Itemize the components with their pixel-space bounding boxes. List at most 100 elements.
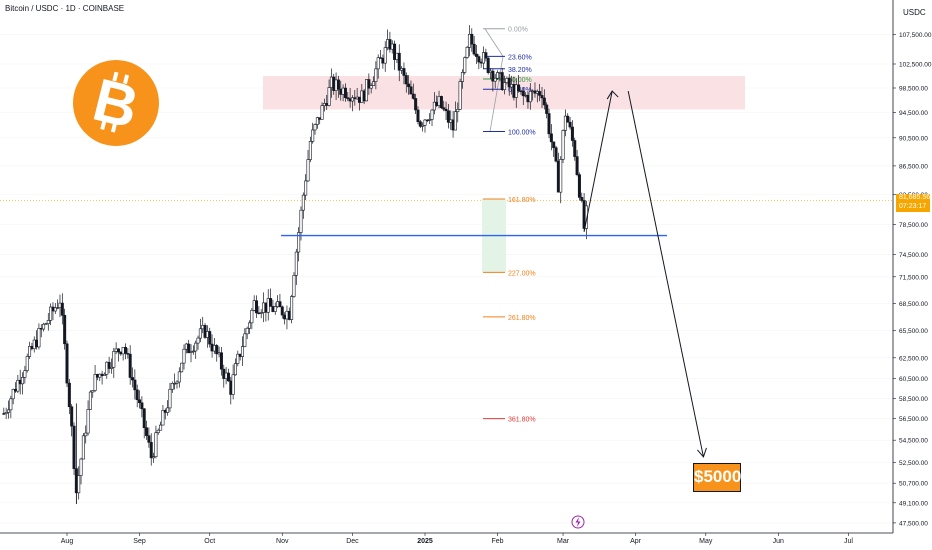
projection-up-arrowhead	[606, 90, 619, 100]
candle-body	[16, 379, 20, 392]
price-tick-label: 102,500.00	[899, 62, 932, 69]
candle-body	[21, 377, 25, 385]
candle-body	[507, 78, 511, 88]
candle-body	[245, 327, 249, 335]
candle-body	[49, 306, 53, 321]
time-tick-label: Mar	[557, 538, 570, 545]
price-tick-label: 47,500.00	[899, 520, 928, 527]
candle-body	[503, 82, 507, 91]
candle-body	[156, 429, 160, 433]
projection-up-arrow	[583, 90, 613, 232]
candle-body	[374, 68, 378, 82]
price-tick-label: 90,500.00	[899, 135, 928, 142]
candle-body	[568, 121, 572, 128]
candle-body	[301, 194, 305, 211]
candle-body	[404, 75, 408, 85]
candle-body	[458, 81, 462, 110]
candle-body	[311, 129, 315, 142]
candle-body	[521, 90, 525, 97]
candle-body	[460, 72, 464, 82]
candle-body	[93, 374, 97, 391]
candle-body	[161, 409, 165, 426]
candle-body	[549, 133, 553, 143]
candle-body	[142, 408, 146, 429]
candle-body	[131, 377, 135, 381]
candle-body	[383, 47, 387, 64]
candle-body	[397, 52, 401, 71]
candle-body	[70, 406, 74, 427]
candle-body	[255, 300, 259, 314]
candle-body	[407, 83, 411, 88]
fib-level-label: 261.80%	[508, 315, 536, 322]
candle-body	[236, 353, 240, 364]
candle-body	[428, 119, 432, 121]
candle-body	[393, 43, 397, 60]
candle-body	[273, 306, 277, 312]
candle-body	[60, 302, 64, 316]
candle-body	[67, 382, 71, 408]
price-tick-label: 49,100.00	[899, 500, 928, 507]
candle-body	[580, 197, 584, 201]
candle-body	[231, 374, 235, 395]
candle-body	[414, 98, 418, 111]
candle-body	[149, 442, 153, 459]
candle-body	[376, 57, 380, 70]
candle-body	[573, 140, 577, 157]
candle-body	[423, 119, 427, 126]
candle-body	[152, 456, 156, 459]
candle-body	[154, 432, 158, 457]
price-tick-label: 50,700.00	[899, 481, 928, 488]
candle-body	[442, 107, 446, 110]
candle-body	[491, 70, 495, 82]
candle-body	[313, 124, 317, 131]
candle-body	[294, 251, 298, 276]
price-tick-label: 56,500.00	[899, 416, 928, 423]
candle-body	[88, 391, 92, 410]
price-axis[interactable]	[892, 0, 932, 550]
last-price-value: 81,685.56	[899, 194, 931, 201]
candle-body	[53, 307, 57, 312]
candle-body	[439, 96, 443, 108]
candle-body	[416, 109, 420, 122]
candle-body	[91, 390, 95, 393]
candle-body	[63, 314, 67, 345]
candle-body	[290, 296, 294, 320]
candle-body	[65, 343, 69, 384]
candle-body	[566, 115, 570, 123]
candle-body	[446, 110, 450, 123]
candle-body	[343, 87, 347, 98]
candle-body	[226, 372, 230, 382]
candle-body	[109, 366, 113, 369]
price-tick-label: 68,500.00	[899, 301, 928, 308]
time-tick-label: Oct	[204, 538, 215, 545]
projection-arrows[interactable]	[583, 90, 707, 458]
candle-body	[37, 328, 41, 348]
candle-body	[472, 43, 476, 55]
candle-body	[563, 115, 567, 131]
candle-body	[128, 353, 132, 378]
candle-body	[25, 356, 29, 371]
lightning-icon[interactable]	[571, 515, 585, 529]
candle-body	[102, 373, 106, 376]
candle-body	[444, 108, 448, 112]
time-tick-label: Jul	[844, 538, 853, 545]
candle-body	[259, 312, 263, 314]
symbol-title[interactable]: Bitcoin / USDC · 1D · COINBASE	[5, 4, 125, 13]
candle-body	[112, 351, 116, 368]
candle-body	[133, 379, 137, 391]
currency-label[interactable]: USDC	[903, 8, 926, 17]
candle-body	[170, 383, 174, 390]
candle-body	[84, 432, 88, 437]
candle-body	[575, 156, 579, 175]
candle-body	[215, 345, 219, 355]
price-tick-label: 78,500.00	[899, 222, 928, 229]
candle-body	[159, 424, 163, 431]
candle-body	[306, 159, 310, 182]
price-tick-label: 54,500.00	[899, 438, 928, 445]
fib-level-label: 0.00%	[508, 27, 528, 34]
price-tick-label: 86,500.00	[899, 163, 928, 170]
time-axis-labels: Aug Sep Oct Nov Dec 2025 Feb Mar Apr May Jun Jul	[61, 533, 853, 545]
time-tick-label: Dec	[346, 538, 359, 545]
price-tick-label: 62,500.00	[899, 355, 928, 362]
